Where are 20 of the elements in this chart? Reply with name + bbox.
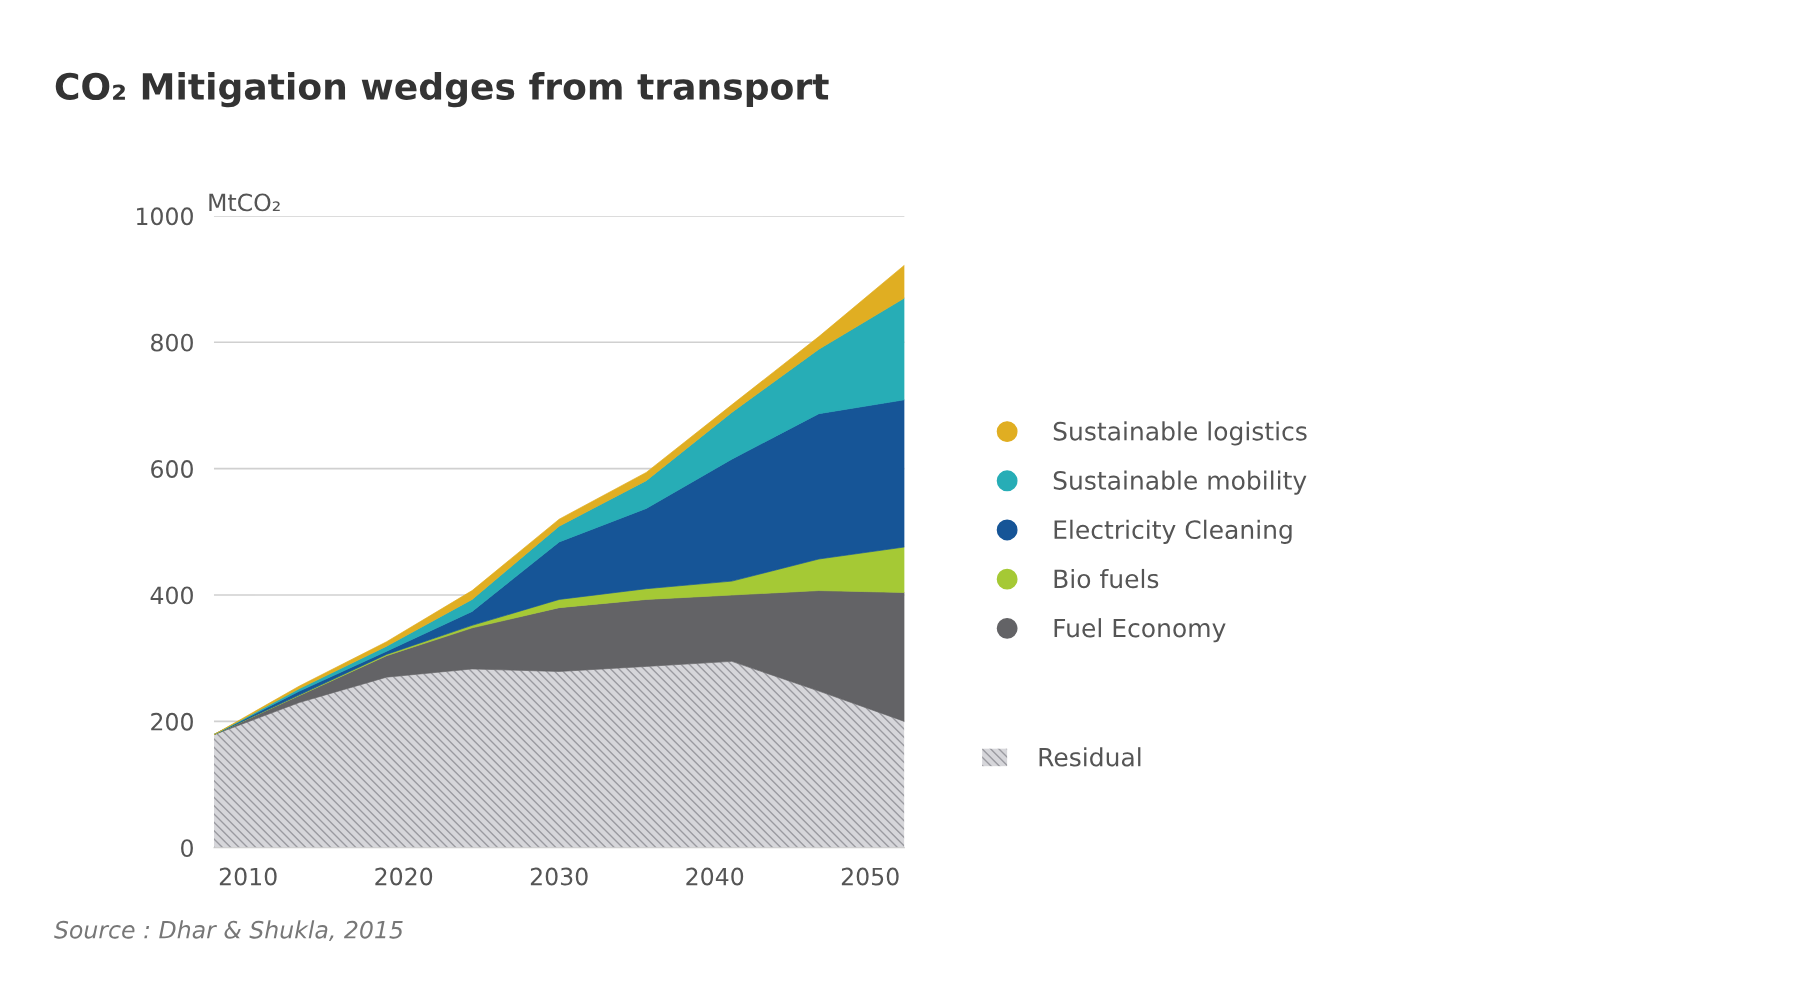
y-tick-label: 0 [181,839,193,858]
y-tick-label: 1000 [137,207,193,226]
legend-label: Fuel Economy [1054,618,1226,643]
legend-label: Residual [1039,747,1141,767]
legend-label: Bio fuels [1054,568,1159,589]
x-tick-label: 2030 [530,867,588,886]
x-tick-label: 2010 [219,867,277,886]
y-tick-label: 600 [151,460,193,478]
legend-label: Sustainable mobility [1053,470,1307,495]
chart-title: CO₂ Mitigation wedges from transport [55,72,829,108]
x-tick-label: 2040 [686,867,744,886]
x-tick-label: 2050 [841,867,899,886]
x-tick-label: 2020 [375,867,433,886]
y-tick-label: 800 [151,333,193,352]
y-tick-label: 200 [151,712,193,731]
source-note: Source : Dhar & Shukla, 2015 [54,920,403,942]
y-axis-title: MtCO₂ [209,193,280,212]
legend-label: Sustainable logistics [1053,421,1307,446]
legend-label: Electricity Cleaning [1054,519,1292,544]
y-tick-label: 400 [150,586,193,605]
